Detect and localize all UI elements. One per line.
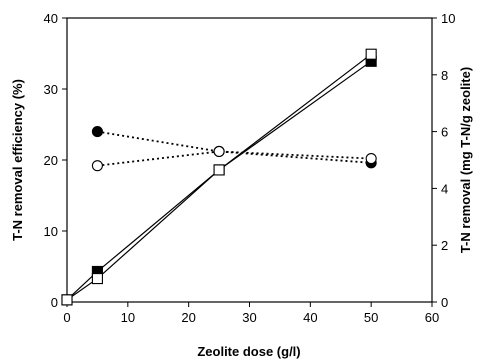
x-axis-title: Zeolite dose (g/l): [197, 344, 300, 359]
y-left-tick-label: 0: [51, 295, 58, 310]
y-left-tick-label: 30: [44, 82, 58, 97]
y-right-tick-label: 6: [441, 125, 448, 140]
data-point: [91, 160, 103, 172]
x-tick-label: 60: [425, 310, 439, 325]
x-tick-label: 10: [121, 310, 135, 325]
series-line: [97, 130, 372, 164]
data-point: [91, 273, 103, 285]
data-point: [213, 164, 225, 176]
series-2: [91, 126, 377, 169]
y-left-tick-label: 40: [44, 11, 58, 26]
series-layer: [61, 48, 377, 306]
y-right-tick-label: 2: [441, 238, 448, 253]
series-line: [66, 53, 372, 301]
y-right-tick-label: 8: [441, 68, 448, 83]
data-point: [365, 153, 377, 165]
series-line: [66, 60, 372, 301]
y-axis-right: 0 2 4 6 8 10: [432, 11, 455, 310]
x-tick-label: 20: [181, 310, 195, 325]
series-1: [61, 48, 377, 306]
series-3: [91, 145, 377, 172]
data-point: [91, 126, 103, 138]
y-left-tick-label: 20: [44, 153, 58, 168]
x-tick-label: 50: [364, 310, 378, 325]
data-point: [365, 48, 377, 60]
data-point: [213, 145, 225, 158]
y-axis-right-title: T-N removal (mg T-N/g zeolite): [458, 67, 473, 253]
y-axis-left: 0 10 20 30 40: [44, 11, 67, 310]
y-right-tick-label: 4: [441, 181, 448, 196]
series-line: [97, 150, 372, 167]
x-tick-label: 30: [242, 310, 256, 325]
x-tick-label: 40: [303, 310, 317, 325]
x-tick-label: 0: [63, 310, 70, 325]
y-right-tick-label: 0: [441, 295, 448, 310]
y-axis-left-title: T-N removal efficiency (%): [10, 79, 25, 241]
y-right-tick-label: 10: [441, 11, 455, 26]
data-point: [61, 294, 73, 306]
x-axis: 0 10 20 30 40 50 60: [63, 302, 439, 325]
plot-area-border: [66, 17, 433, 303]
y-left-tick-label: 10: [44, 224, 58, 239]
plot-frame: [66, 17, 433, 303]
